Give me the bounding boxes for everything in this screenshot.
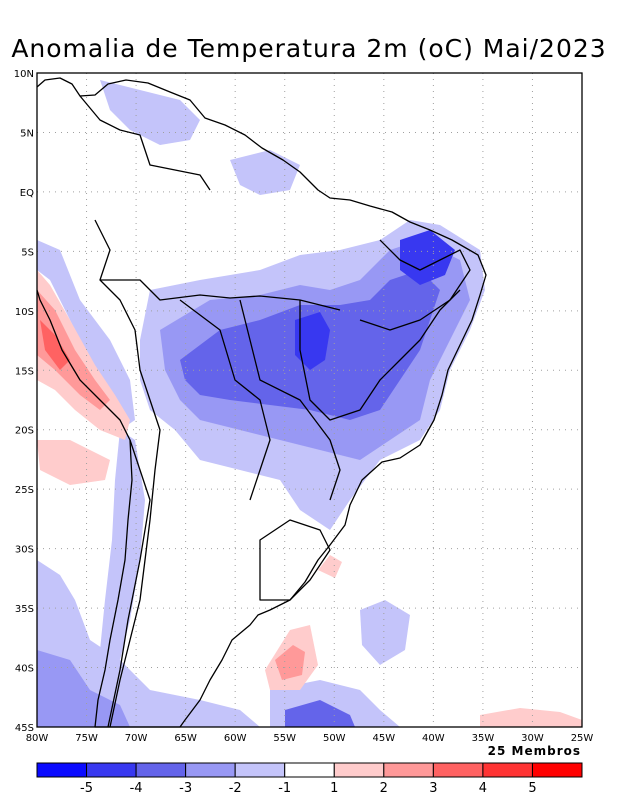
colorbar-swatch [383, 762, 434, 778]
colorbar-label: -5 [80, 781, 93, 796]
members-label: 25 Membros [487, 744, 581, 758]
cold-anomaly-brazil-core [295, 312, 330, 370]
colorbar-swatch [482, 762, 533, 778]
warm-anomaly-pacific-south [37, 440, 110, 485]
lat-tick-label: 15S [15, 366, 34, 377]
border-argentina-chile [107, 439, 151, 728]
lon-tick-label: 25W [571, 733, 594, 744]
cold-anomaly-ne-core [400, 230, 455, 285]
colorbar-label: 4 [479, 781, 487, 796]
lon-tick-label: 55W [273, 733, 296, 744]
lat-tick-label: 5S [21, 247, 34, 258]
border-brazil-states-2 [239, 299, 341, 501]
anomaly-fields [37, 80, 582, 727]
warm-anomaly-pacific-2 [37, 290, 110, 410]
colorbar-label: -1 [278, 781, 291, 796]
colorbar-label: -4 [130, 781, 143, 796]
lon-tick-label: 75W [75, 733, 98, 744]
lon-tick-label: 30W [521, 733, 544, 744]
latitude-labels: 10N 5N EQ 5S 10S 15S 20S 25S 30S 35S 40S 45S [14, 69, 34, 734]
cold-anomaly-guiana [230, 150, 300, 195]
cold-anomaly-south [37, 560, 260, 727]
colorbar [36, 762, 583, 778]
warm-anomaly-atlantic-2 [275, 645, 305, 680]
map-frame [36, 72, 583, 728]
lat-tick-label: EQ [20, 188, 34, 199]
colorbar-label: -2 [229, 781, 242, 796]
border-brazil-states-1 [299, 289, 461, 421]
colorbar-swatch [333, 762, 385, 778]
lat-tick-label: 10N [14, 69, 34, 80]
lat-tick-label: 45S [15, 723, 34, 734]
south-america-coast [36, 77, 487, 728]
lat-tick-label: 25S [15, 485, 34, 496]
colorbar-swatch [531, 762, 583, 778]
colorbar-label: 2 [380, 781, 388, 796]
colorbar-swatch [135, 762, 187, 778]
colorbar-swatch [432, 762, 484, 778]
lon-tick-label: 35W [472, 733, 495, 744]
colorbar-swatch [86, 762, 137, 778]
lat-tick-label: 5N [20, 128, 34, 139]
lon-tick-label: 40W [422, 733, 445, 744]
border-colombia-venezuela [79, 95, 211, 191]
colorbar-label: 5 [528, 781, 536, 796]
lon-tick-label: 50W [323, 733, 346, 744]
lat-tick-label: 40S [15, 664, 34, 675]
warm-anomaly-far-south [480, 708, 582, 727]
cold-anomaly-atlantic-1 [360, 600, 410, 665]
longitude-labels: 80W 75W 70W 65W 60W 55W 50W 45W 40W 35W 30W 25W [26, 733, 594, 744]
cold-anomaly-andes [100, 430, 145, 660]
lon-tick-label: 45W [373, 733, 396, 744]
border-andes [94, 219, 161, 728]
coastlines [36, 77, 487, 728]
colorbar-swatch [234, 762, 286, 778]
lat-tick-label: 10S [15, 307, 34, 318]
border-uruguay [259, 519, 331, 601]
colorbar-labels: -5 -4 -3 -2 -1 1 2 3 4 5 [80, 781, 537, 796]
cold-anomaly-coast [37, 240, 135, 430]
lat-tick-label: 35S [15, 604, 34, 615]
colorbar-label: -3 [179, 781, 192, 796]
colorbar-label: 3 [429, 781, 437, 796]
lon-tick-label: 65W [174, 733, 197, 744]
lon-tick-label: 80W [26, 733, 49, 744]
border-paraguay [179, 299, 271, 501]
cold-anomaly-north [100, 80, 200, 145]
lon-tick-label: 60W [224, 733, 247, 744]
warm-anomaly-pacific-3 [40, 320, 70, 370]
cold-anomaly-atlantic-3 [285, 700, 355, 727]
colorbar-label: 1 [330, 781, 338, 796]
warm-anomaly-south-brazil [318, 555, 342, 578]
colorbar-swatch [36, 762, 88, 778]
lat-tick-label: 30S [15, 545, 34, 556]
border-northeast [359, 239, 471, 331]
colorbar-swatch [185, 762, 236, 778]
cold-anomaly-south-inner [37, 650, 130, 727]
lat-tick-label: 20S [15, 426, 34, 437]
map-title: Anomalia de Temperatura 2m (oC) Mai/2023 [11, 34, 607, 63]
lon-tick-label: 70W [125, 733, 148, 744]
colorbar-swatch [284, 762, 335, 778]
border-brazil-north [100, 279, 341, 311]
